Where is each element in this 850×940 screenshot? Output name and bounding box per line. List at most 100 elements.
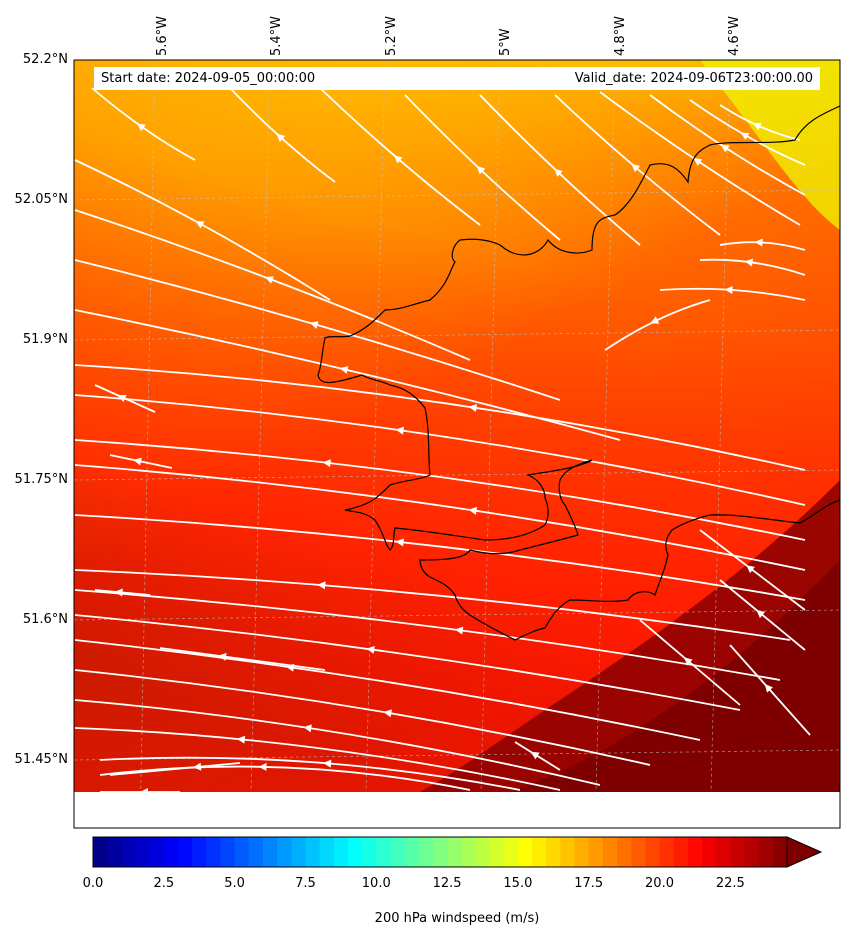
streamline-arrow	[339, 366, 349, 374]
lon-label: 5°W	[498, 28, 513, 56]
streamline-arrow	[276, 133, 286, 142]
streamline-arrow	[193, 762, 202, 771]
colorbar-segment	[758, 837, 774, 867]
colorbar-tick-label: 20.0	[645, 876, 674, 891]
colorbar-segment	[404, 837, 420, 867]
colorbar-segment	[248, 837, 264, 867]
colorbar-segment	[107, 837, 122, 867]
streamline-arrow	[746, 565, 755, 574]
streamline-arrow	[322, 459, 331, 468]
streamline-arrow	[530, 751, 540, 760]
colorbar-segment	[574, 837, 590, 867]
colorbar-segment	[149, 837, 165, 867]
streamline-arrow	[133, 457, 142, 466]
streamline	[74, 589, 781, 681]
lat-label: 52.2°N	[22, 52, 68, 67]
streamline-arrow	[309, 321, 319, 329]
gridlines	[74, 60, 840, 792]
streamline-arrow	[195, 221, 205, 229]
streamline-arrow	[323, 759, 332, 768]
colorbar-tick-label: 22.5	[715, 876, 745, 891]
streamline	[74, 259, 561, 401]
maroon-region	[510, 560, 840, 792]
streamline-arrow	[764, 684, 773, 693]
streamline-arrow	[218, 652, 227, 661]
valid-date: Valid_date: 2024-09-06T23:00:00.00	[574, 71, 813, 86]
colorbar-segment	[177, 837, 193, 867]
streamline-arrow	[754, 238, 763, 247]
streamline-arrow	[756, 609, 766, 619]
colorbar-segment	[418, 837, 434, 867]
streamline	[99, 756, 521, 791]
streamline-arrow	[265, 276, 274, 284]
colorbar-segment	[305, 837, 321, 867]
streamline	[74, 514, 806, 601]
streamline-arrow	[258, 762, 267, 771]
start-date: Start date: 2024-09-05_00:00:00	[101, 71, 316, 86]
lat-label: 52.05°N	[14, 192, 68, 207]
colorbar-segments	[93, 837, 788, 867]
colorbar-segment	[163, 837, 179, 867]
colorbar-tick-label: 2.5	[153, 876, 175, 891]
streamline-arrow	[317, 581, 326, 590]
colorbar-segment	[772, 837, 788, 867]
lon-label: 5.6°W	[155, 15, 170, 56]
colorbar-segment	[687, 837, 703, 867]
colorbar-segment	[432, 837, 448, 867]
streamline-arrow	[114, 588, 123, 597]
yellow-region	[700, 60, 840, 230]
lat-label: 51.6°N	[22, 612, 68, 627]
streamline-arrow	[468, 506, 478, 515]
colorbar-segment	[489, 837, 505, 867]
colorbar	[92, 836, 823, 868]
streamline	[99, 765, 471, 791]
colorbar-segment	[362, 837, 377, 867]
colorbar-segment	[220, 837, 236, 867]
streamline	[74, 639, 701, 741]
lon-label: 5.2°W	[384, 15, 399, 56]
colorbar-segment	[588, 837, 604, 867]
colorbar-segment	[192, 837, 207, 867]
streamline	[74, 394, 806, 506]
colorbar-segment	[376, 837, 392, 867]
colorbar-segment	[121, 837, 137, 867]
streamline	[74, 699, 601, 786]
streamline-arrow	[554, 168, 563, 177]
colorbar-segment	[730, 837, 746, 867]
colorbar-segment	[617, 837, 632, 867]
streamline-arrow	[740, 132, 750, 140]
streamline-arrow	[631, 163, 641, 173]
streamline-arrow	[136, 123, 146, 132]
streamline-arrow	[236, 735, 246, 744]
colorbar-segment	[390, 837, 406, 867]
colorbar-tick-label: 10.0	[361, 876, 391, 891]
streamline	[74, 727, 561, 791]
coastline	[317, 105, 840, 641]
colorbar-segment	[702, 837, 717, 867]
colorbar-segment	[546, 837, 561, 867]
colorbar-segment	[277, 837, 292, 867]
streamline-arrow	[468, 403, 478, 412]
lon-label: 4.8°W	[613, 15, 628, 56]
colorbar-tick-label: 15.0	[503, 876, 533, 891]
streamline	[659, 287, 806, 301]
colorbar-extend-arrow	[786, 836, 823, 868]
colorbar-segment	[503, 837, 519, 867]
lon-label: 4.6°W	[727, 15, 742, 56]
streamline-arrow	[366, 645, 375, 654]
colorbar-segment	[532, 837, 547, 867]
streamline	[699, 258, 806, 276]
lon-label: 5.4°W	[269, 15, 284, 56]
colorbar-segment	[347, 837, 363, 867]
colorbar-segment	[659, 837, 675, 867]
colorbar-outline	[92, 836, 788, 868]
colorbar-tick-label: 5.0	[224, 876, 245, 891]
colorbar-tick-label: 7.5	[295, 876, 316, 891]
lat-label: 51.75°N	[14, 472, 68, 487]
streamline-arrow	[683, 657, 693, 666]
streamline-arrow	[744, 258, 754, 267]
colorbar-tick-label: 0.0	[82, 876, 104, 891]
streamline-arrow	[303, 724, 312, 733]
colorbar-segment	[447, 837, 462, 867]
